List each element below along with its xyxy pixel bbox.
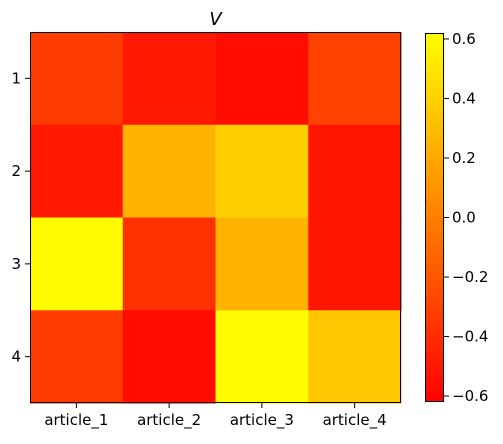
heatmap-cell	[30, 32, 124, 126]
plot-frame	[30, 32, 401, 403]
x-tick-label: article_2	[137, 411, 201, 430]
heatmap-cell	[122, 124, 217, 219]
y-tick-label: 4	[11, 348, 21, 366]
colorbar-tick-label: −0.4	[452, 328, 488, 346]
heatmap-cell	[122, 32, 217, 126]
colorbar-ticks: −0.6 −0.4 −0.2 0.0 0.2 0.4 0.6	[444, 30, 488, 405]
chart-title: V	[209, 9, 223, 30]
heatmap-cell	[308, 310, 402, 404]
heatmap-cell	[30, 217, 124, 311]
y-tick-label: 2	[11, 162, 21, 180]
colorbar: −0.6 −0.4 −0.2 0.0 0.2 0.4 0.6	[425, 30, 488, 405]
y-axis: 1 2 3 4	[11, 69, 30, 366]
y-tick-label: 3	[11, 255, 21, 273]
heatmap-cell	[215, 217, 309, 311]
heatmap-cell	[215, 32, 309, 126]
colorbar-gradient	[425, 33, 444, 402]
heatmap-cell	[215, 310, 309, 404]
heatmap-cell	[308, 124, 402, 219]
heatmap-cell	[122, 217, 217, 311]
colorbar-frame	[425, 33, 444, 402]
heatmap-cell	[308, 32, 402, 126]
x-axis: article_1 article_2 article_3 article_4	[44, 403, 387, 430]
colorbar-tick-label: 0.4	[452, 89, 476, 107]
heatmap-cell	[30, 124, 124, 219]
x-tick-label: article_1	[44, 411, 108, 430]
x-tick-label: article_3	[230, 411, 294, 430]
heatmap-cell	[308, 217, 402, 311]
heatmap-cell	[122, 310, 217, 404]
x-tick-label: article_4	[323, 411, 387, 430]
colorbar-tick-label: −0.2	[452, 268, 488, 286]
colorbar-tick-label: 0.2	[452, 149, 476, 167]
colorbar-tick-label: −0.6	[452, 387, 488, 405]
heatmap-cells	[30, 32, 402, 404]
colorbar-tick-label: 0.0	[452, 209, 476, 227]
colorbar-tick-label: 0.6	[452, 30, 476, 48]
heatmap-cell	[30, 310, 124, 404]
y-tick-label: 1	[11, 69, 21, 87]
heatmap-cell	[215, 124, 309, 219]
